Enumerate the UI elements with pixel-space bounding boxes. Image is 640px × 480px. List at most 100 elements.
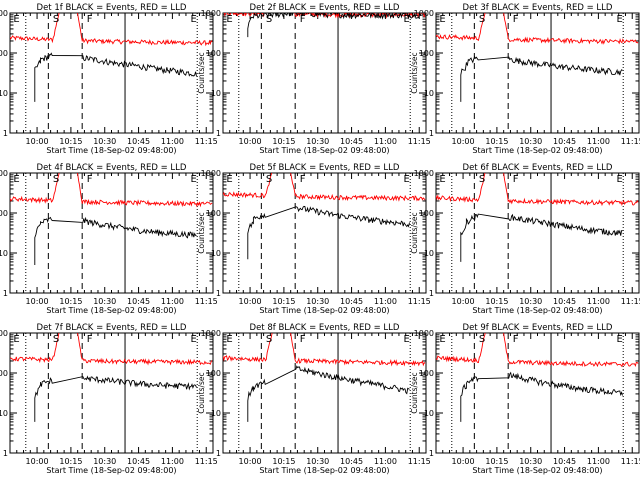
- x-tick-label: 10:45: [340, 297, 363, 306]
- y-tick-label: 1: [3, 129, 8, 138]
- marker-label: E: [190, 14, 196, 25]
- y-axis-label: Counts/sec: [410, 372, 419, 413]
- x-axis-label: Start Time (18-Sep-02 09:48:00): [46, 466, 176, 475]
- marker-label: E: [439, 14, 445, 25]
- y-tick-label: 1000: [201, 9, 221, 18]
- x-axis-label: Start Time (18-Sep-02 09:48:00): [472, 306, 602, 315]
- plot-area: [436, 173, 639, 293]
- detector-panel: Det 3f BLACK = Events, RED = LLD 1 10 100 10…: [410, 3, 640, 155]
- events-series-line: [34, 216, 197, 265]
- marker-label: E: [226, 174, 232, 185]
- marker-label: E: [226, 14, 232, 25]
- x-tick-label: 11:00: [374, 297, 397, 306]
- marker-label: E: [403, 174, 409, 185]
- y-tick-label: 1: [429, 289, 434, 298]
- y-tick-label: 100: [419, 369, 434, 378]
- y-tick-label: 1: [216, 449, 221, 458]
- y-tick-label: 10: [424, 249, 434, 258]
- x-tick-label: 10:15: [59, 297, 82, 306]
- plot-frame: [222, 172, 427, 294]
- x-tick-label: 10:00: [452, 137, 475, 146]
- marker-label: S: [479, 174, 485, 185]
- panel-title: Det 5f BLACK = Events, RED = LLD: [250, 163, 400, 173]
- x-tick-label: 10:00: [239, 297, 262, 306]
- x-axis-label: Start Time (18-Sep-02 09:48:00): [259, 466, 389, 475]
- y-axis-label: Counts/sec: [197, 52, 206, 93]
- marker-label: E: [403, 14, 409, 25]
- marker-label: S: [479, 14, 485, 25]
- detector-panel: Det 6f BLACK = Events, RED = LLD 1 10 100 10…: [410, 163, 640, 315]
- x-tick-label: 11:15: [195, 457, 218, 466]
- marker-label: F: [87, 174, 93, 185]
- marker-label: E: [616, 334, 622, 345]
- y-axis-label: Counts/sec: [410, 212, 419, 253]
- marker-label: F: [300, 334, 306, 345]
- panel-title: Det 4f BLACK = Events, RED = LLD: [37, 163, 187, 173]
- marker-label: S: [266, 14, 272, 25]
- y-tick-label: 1: [3, 449, 8, 458]
- x-axis-label: Start Time (18-Sep-02 09:48:00): [472, 146, 602, 155]
- x-tick-label: 11:00: [587, 137, 610, 146]
- y-tick-label: 10: [424, 89, 434, 98]
- x-tick-label: 11:00: [587, 297, 610, 306]
- y-tick-label: 100: [206, 369, 221, 378]
- x-tick-label: 11:15: [195, 137, 218, 146]
- lld-series-line: [223, 173, 426, 202]
- x-tick-label: 11:00: [374, 457, 397, 466]
- x-axis-label: Start Time (18-Sep-02 09:48:00): [472, 466, 602, 475]
- y-tick-label: 1000: [0, 169, 8, 178]
- x-tick-label: 10:30: [519, 457, 542, 466]
- y-tick-label: 1000: [0, 9, 8, 18]
- y-axis-label: Counts/sec: [410, 52, 419, 93]
- detector-panel: Det 9f BLACK = Events, RED = LLD 1 10 100 10…: [410, 323, 640, 475]
- detector-panel: Det 7f BLACK = Events, RED = LLD 1 10 100 10…: [0, 323, 218, 475]
- plot-frame: [222, 332, 427, 454]
- x-tick-label: 10:00: [26, 137, 49, 146]
- marker-label: E: [616, 174, 622, 185]
- x-tick-label: 11:15: [621, 297, 640, 306]
- y-tick-label: 10: [211, 409, 221, 418]
- marker-label: E: [226, 334, 232, 345]
- x-tick-label: 11:15: [621, 457, 640, 466]
- x-tick-label: 10:45: [340, 137, 363, 146]
- detector-panel: Det 5f BLACK = Events, RED = LLD 1 10 100 10…: [197, 163, 431, 315]
- marker-label: S: [53, 14, 59, 25]
- events-series-line: [247, 13, 422, 38]
- marker-label: S: [266, 174, 272, 185]
- detector-panel: Det 2f BLACK = Events, RED = LLD 1 10 100 10…: [197, 3, 431, 155]
- x-tick-label: 11:00: [374, 137, 397, 146]
- y-tick-label: 1000: [414, 329, 434, 338]
- marker-label: E: [13, 174, 19, 185]
- x-tick-label: 10:00: [452, 457, 475, 466]
- marker-label: F: [87, 334, 93, 345]
- lld-series-line: [10, 173, 213, 208]
- marker-label: E: [13, 334, 19, 345]
- y-tick-label: 1000: [0, 329, 8, 338]
- y-tick-label: 100: [206, 49, 221, 58]
- y-tick-label: 100: [419, 209, 434, 218]
- x-tick-label: 10:15: [59, 137, 82, 146]
- lld-series-line: [436, 173, 639, 207]
- x-axis-label: Start Time (18-Sep-02 09:48:00): [259, 146, 389, 155]
- y-axis-label: Counts/sec: [197, 212, 206, 253]
- events-series-line: [247, 365, 410, 422]
- y-tick-label: 1: [216, 129, 221, 138]
- plot-area: [10, 13, 213, 133]
- plot-frame: [9, 332, 214, 454]
- events-series-line: [460, 55, 623, 102]
- y-tick-label: 10: [211, 249, 221, 258]
- y-tick-label: 100: [0, 369, 8, 378]
- marker-label: F: [300, 174, 306, 185]
- x-tick-label: 10:30: [93, 297, 116, 306]
- x-tick-label: 10:30: [306, 457, 329, 466]
- marker-label: E: [13, 14, 19, 25]
- detector-panel: Det 4f BLACK = Events, RED = LLD 1 10 100 10…: [0, 163, 218, 315]
- plot-area: [223, 333, 426, 453]
- events-series-line: [34, 52, 197, 102]
- y-tick-label: 100: [0, 49, 8, 58]
- x-tick-label: 10:45: [127, 137, 150, 146]
- x-tick-label: 10:00: [452, 297, 475, 306]
- y-tick-label: 1000: [414, 169, 434, 178]
- y-tick-label: 1: [429, 129, 434, 138]
- y-tick-label: 1000: [201, 169, 221, 178]
